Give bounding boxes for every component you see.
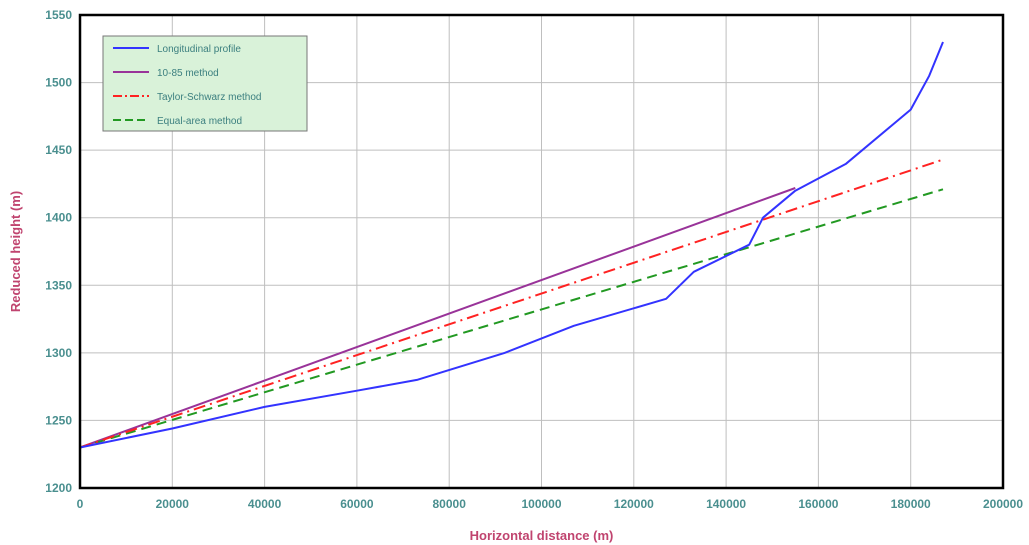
x-axis-title: Horizontal distance (m) [470, 528, 614, 543]
series-line-taylor-schwarz-method [79, 158, 944, 449]
y-tick-label: 1550 [45, 8, 72, 22]
x-tick-label: 100000 [521, 497, 561, 511]
legend-label: Taylor-Schwarz method [157, 92, 261, 103]
legend-label: Longitudinal profile [157, 44, 241, 55]
series-line-equal-area-method [79, 188, 944, 449]
legend-label: 10-85 method [157, 68, 219, 79]
y-axis-title: Reduced height (m) [8, 191, 23, 312]
x-tick-label: 80000 [433, 497, 467, 511]
y-tick-label: 1350 [45, 278, 72, 292]
legend-box [102, 35, 308, 132]
legend-label: Equal-area method [157, 116, 242, 127]
y-tick-label: 1400 [45, 211, 72, 225]
plot-frame [78, 13, 1005, 490]
x-tick-label: 60000 [340, 497, 374, 511]
series-line-10-85-method [79, 187, 796, 449]
y-tick-label: 1450 [45, 143, 72, 157]
y-tick-label: 1500 [45, 76, 72, 90]
y-tick-label: 1300 [45, 346, 72, 360]
series-line-longitudinal-profile [79, 41, 944, 449]
legend: Longitudinal profile 10-85 method Taylor-S… [102, 35, 308, 132]
x-tick-label: 120000 [614, 497, 654, 511]
y-tick-label: 1200 [45, 481, 72, 495]
x-tick-label: 20000 [156, 497, 190, 511]
series-layer [79, 41, 944, 449]
x-tick-label: 140000 [706, 497, 746, 511]
y-tick-label: 1250 [45, 413, 72, 427]
x-tick-label: 0 [77, 497, 84, 511]
x-tick-label: 200000 [983, 497, 1023, 511]
x-tick-label: 180000 [891, 497, 931, 511]
x-tick-labels: 0 20000 40000 60000 80000 100000 120000 140000 1… [77, 497, 1024, 511]
x-tick-label: 40000 [248, 497, 282, 511]
y-tick-labels: 1200 1250 1300 1350 1400 1450 1500 1550 [45, 8, 72, 495]
x-tick-label: 160000 [798, 497, 838, 511]
